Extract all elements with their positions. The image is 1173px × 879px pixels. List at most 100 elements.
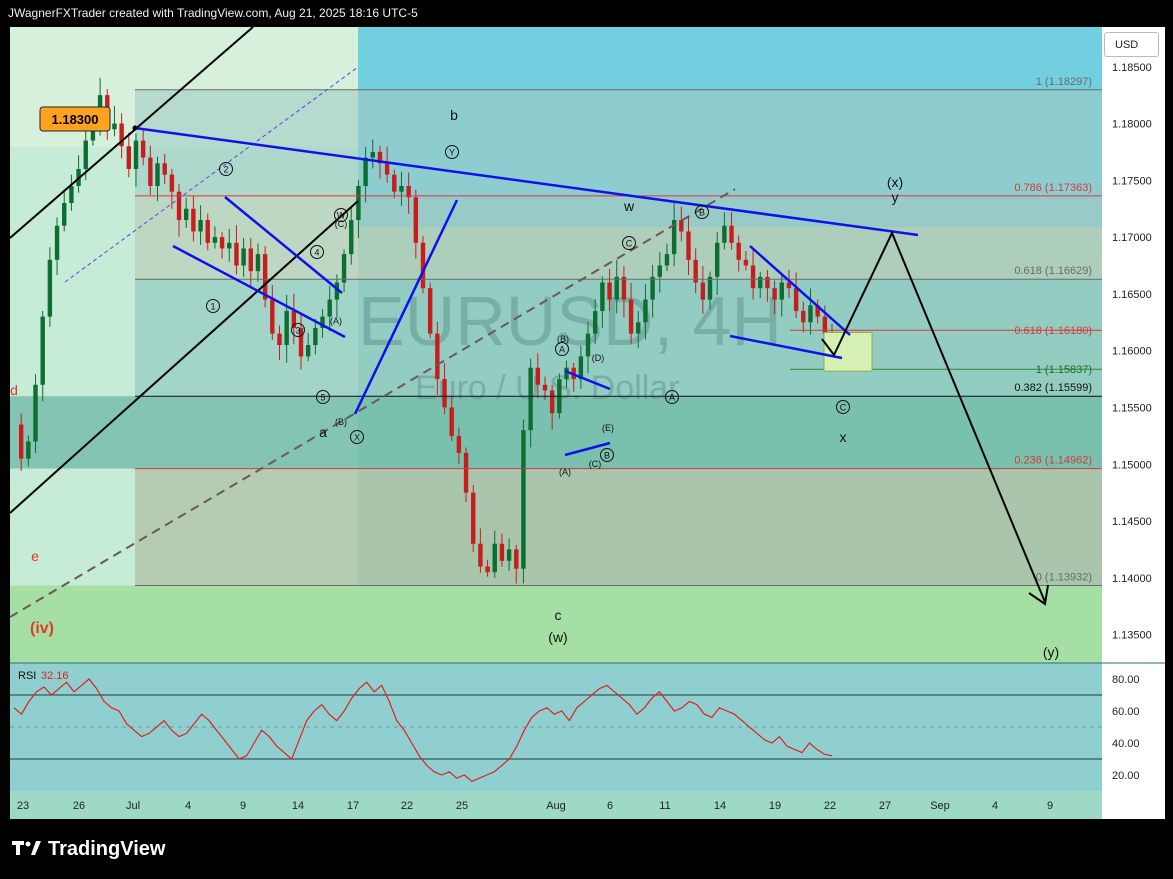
triangle-top-line (564, 369, 611, 391)
candle-body (650, 276, 655, 300)
candle-body (492, 543, 497, 573)
tradingview-logo-icon (12, 841, 41, 855)
circled-wave-label: C (626, 239, 633, 249)
chart-panel[interactable]: EURUSD, 4H Euro / U.S. Dollar 80.00 60.00 4… (10, 27, 1165, 819)
wedge-upper-line-2 (749, 245, 851, 336)
currency-button[interactable]: USD (1104, 32, 1159, 57)
wave-circle (310, 245, 324, 259)
time-tick-label: 27 (879, 800, 891, 812)
candle-body (284, 310, 289, 345)
circled-wave-label: A (669, 393, 675, 403)
candle-body (442, 379, 447, 408)
candle-body (413, 197, 419, 243)
candle-body (779, 282, 784, 300)
candle-body (535, 367, 541, 385)
candle-body (62, 203, 67, 226)
circled-wave-label: B (699, 208, 705, 218)
time-tick-label: 26 (73, 800, 85, 812)
fib-band-5 (135, 468, 1102, 586)
wave-circle (316, 390, 330, 404)
wave-circle (836, 400, 850, 414)
chart-credit: JWagnerFXTrader created with TradingView… (8, 6, 418, 20)
circled-wave-label: 1 (210, 302, 215, 312)
fib-label: 0.382 (1.15599) (1014, 382, 1092, 394)
candle-body (722, 225, 727, 243)
candle-body (191, 208, 196, 232)
candle-body (729, 225, 734, 243)
wedge-lower-line-2 (729, 334, 843, 360)
price-tick-label: 1.17500 (1112, 175, 1152, 187)
wave-label: x (840, 429, 847, 445)
candle-body (227, 242, 232, 249)
wave-circle (445, 145, 459, 159)
wave-label: (y) (1043, 644, 1059, 660)
candle-body (54, 225, 60, 260)
candle-body (356, 186, 361, 221)
time-tick-label: 14 (292, 800, 304, 812)
candle-body (521, 430, 526, 569)
wave-label: e (31, 548, 39, 564)
wave-circle (665, 390, 679, 404)
candle-body (801, 310, 806, 323)
extension-label: 0.618 (1.16180) (1014, 325, 1092, 337)
candle-body (679, 220, 684, 232)
candle-body (793, 288, 799, 311)
minor-wave-label: (A) (330, 316, 342, 326)
price-tick-label: 1.13500 (1112, 630, 1152, 642)
candle-body (564, 367, 569, 380)
candle-body (427, 288, 433, 334)
candle-body (133, 140, 139, 169)
time-tick-label: 22 (401, 800, 413, 812)
candle-body (593, 310, 598, 334)
time-tick-label: 4 (992, 800, 998, 812)
wave-label: w (623, 198, 635, 214)
rsi-tick-label: 60.00 (1112, 706, 1140, 718)
candle-body (528, 367, 533, 431)
candle-body (664, 254, 670, 266)
time-tick-label: 14 (714, 800, 726, 812)
candle-body (399, 186, 404, 192)
wedge-lower-line (172, 244, 346, 339)
candle-body (506, 549, 512, 561)
candle-body (822, 316, 828, 334)
channel-upper-line (10, 27, 254, 239)
candle-body (18, 424, 24, 459)
time-tick-label: Sep (930, 800, 950, 812)
wave-label: c (555, 607, 562, 623)
candle-body (277, 333, 282, 345)
bottom-zone (10, 585, 1102, 663)
candle-body (449, 407, 454, 436)
candle-body (313, 327, 318, 345)
candle-body (600, 282, 605, 311)
circled-wave-label: A (559, 345, 565, 355)
candle-body (320, 316, 325, 328)
candle-body (765, 276, 770, 289)
wave-label: (iv) (30, 620, 54, 637)
candle-body (248, 248, 253, 272)
rsi-tick-label: 80.00 (1112, 674, 1140, 686)
minor-wave-label: (B) (557, 334, 569, 344)
candle-body (26, 441, 31, 459)
time-tick-label: 6 (607, 800, 613, 812)
fib-label: 0.618 (1.16629) (1014, 265, 1092, 277)
candle-body (463, 452, 469, 493)
projection-path (821, 230, 1046, 603)
candle-body (384, 163, 390, 175)
impulse-line (353, 199, 459, 415)
candle-body (714, 242, 720, 277)
candle-body (363, 157, 368, 186)
target-box (823, 332, 873, 372)
price-tag: 1.18300 (52, 112, 99, 127)
candle-body (255, 254, 261, 272)
candle-body (499, 543, 505, 561)
candle-body (370, 151, 375, 158)
candle-body (112, 123, 117, 130)
candle-body (808, 305, 813, 323)
candle-body (377, 151, 383, 164)
candle-body (155, 163, 160, 186)
fib-band-1 (135, 89, 1102, 196)
candle-body (485, 566, 490, 573)
minor-wave-label: (C) (335, 219, 348, 229)
rsi-value: 32.16 (41, 670, 69, 682)
wave-circle (206, 299, 220, 313)
